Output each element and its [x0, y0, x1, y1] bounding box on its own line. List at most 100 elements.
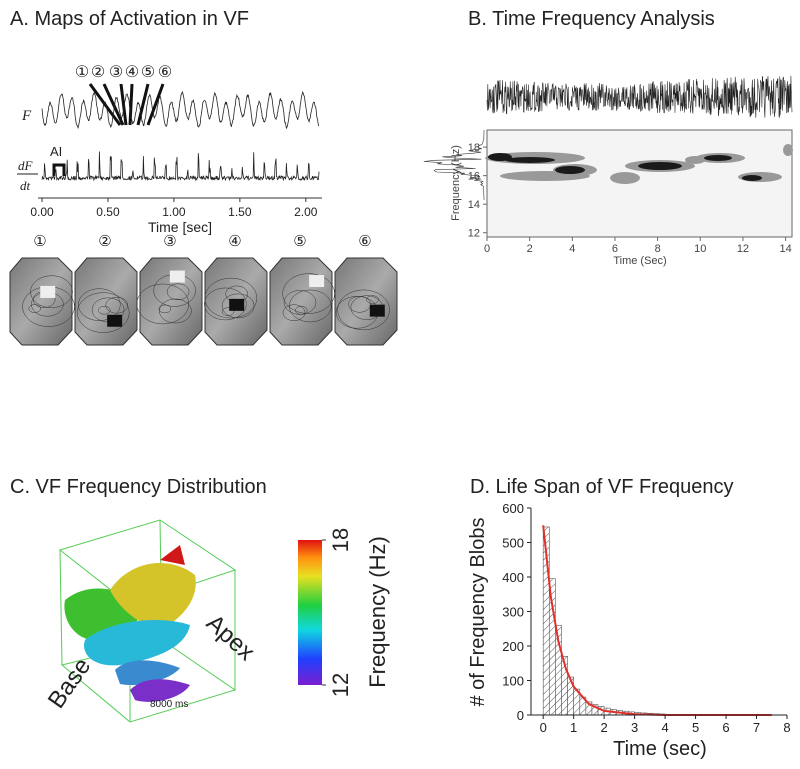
contour [28, 304, 41, 313]
x-tick-label: 8 [655, 243, 661, 255]
x-tick-label: 14 [779, 243, 791, 255]
signal-label: F [21, 108, 32, 124]
map-patch [229, 298, 245, 311]
contour [78, 288, 121, 321]
x-tick-label: 1.50 [228, 205, 252, 219]
y-tick-label: 500 [502, 536, 524, 551]
map-label: ② [98, 233, 111, 250]
x-tick-label: 0 [484, 243, 490, 255]
contour [159, 298, 192, 324]
contour [204, 287, 247, 321]
colorbar-label: Frequency (Hz) [365, 536, 390, 688]
y-axis-label: Frequency (Hz) [450, 145, 462, 221]
x-tick-label: 6 [722, 720, 729, 735]
contour [77, 292, 130, 333]
scale-label: 8000 ms [150, 699, 188, 710]
contour [221, 293, 255, 319]
x-tick-label: 3 [631, 720, 638, 735]
event-label: ③ [109, 64, 123, 81]
x-tick-label: 2.00 [294, 205, 318, 219]
signal-trace [41, 90, 319, 130]
y-tick-label: 0 [517, 708, 524, 723]
activation-map [334, 257, 398, 346]
activation-map [9, 257, 73, 346]
annotation: AI [50, 144, 62, 159]
y-tick-label: 100 [502, 674, 524, 689]
y-tick-label: 18 [468, 142, 480, 154]
x-tick-label: 0.50 [96, 205, 120, 219]
colorbar-tick-label: 12 [328, 673, 353, 697]
panel-title: A. Maps of Activation in VF [10, 8, 249, 30]
signal-label: dt [20, 178, 31, 193]
map-label: ⑤ [293, 233, 306, 250]
map-patch [369, 304, 385, 317]
x-tick-label: 4 [661, 720, 668, 735]
x-tick-label: 5 [692, 720, 699, 735]
histogram-bar [548, 578, 556, 716]
contour [289, 289, 332, 323]
ai-bracket [52, 163, 66, 176]
axis-label: Base [43, 653, 96, 713]
activation-map [269, 257, 333, 346]
axis-label: Apex [201, 609, 260, 666]
x-tick-label: 0 [540, 720, 547, 735]
x-axis-label: Time (sec) [613, 738, 707, 760]
map-patch [309, 275, 325, 288]
panel-title: C. VF Frequency Distribution [10, 476, 267, 498]
x-tick-label: 1.00 [162, 205, 186, 219]
signal-label: dF [18, 158, 34, 173]
contour [136, 283, 190, 325]
x-tick-label: 0.00 [30, 205, 54, 219]
ecg-trace [486, 75, 793, 118]
panel-title: D. Life Span of VF Frequency [470, 476, 733, 498]
contour [221, 307, 235, 316]
event-label: ② [91, 64, 105, 81]
x-tick-label: 12 [737, 243, 749, 255]
panel-title: B. Time Frequency Analysis [468, 8, 715, 30]
x-tick-label: 6 [612, 243, 618, 255]
event-label: ① [75, 64, 89, 81]
x-tick-label: 8 [783, 720, 790, 735]
contour [30, 275, 73, 308]
x-tick-label: 7 [753, 720, 760, 735]
arrows [88, 83, 165, 126]
x-tick-label: 2 [601, 720, 608, 735]
x-axis-label: Time [sec] [148, 219, 212, 235]
frequency-surfaces [64, 545, 196, 702]
y-tick-label: 16 [468, 171, 480, 183]
y-axis-label: # of Frequency Blobs [467, 518, 489, 707]
map-patch [40, 285, 56, 298]
contour [282, 304, 306, 321]
colorbar-tick-label: 18 [328, 528, 353, 552]
map-label: ① [33, 233, 46, 250]
y-tick-label: 600 [502, 501, 524, 516]
activation-maps: ① ② ③ ④ ⑤ ⑥ [9, 233, 398, 346]
spectrum-trace [423, 130, 485, 200]
map-patch [107, 314, 123, 327]
x-tick-label: 4 [569, 243, 575, 255]
spectrogram-cores [488, 153, 762, 181]
map-label: ③ [163, 233, 176, 250]
contour [166, 283, 190, 300]
map-label: ④ [228, 233, 241, 250]
event-label: ⑤ [141, 64, 155, 81]
y-tick-label: 12 [468, 228, 480, 240]
x-tick-label: 10 [694, 243, 706, 255]
event-label: ④ [125, 64, 139, 81]
y-tick-label: 200 [502, 639, 524, 654]
y-tick-label: 14 [468, 199, 480, 211]
contour [204, 277, 258, 319]
event-label: ⑥ [158, 64, 172, 81]
map-label: ⑥ [358, 233, 371, 250]
x-axis-label: Time (Sec) [613, 255, 666, 267]
contour [98, 305, 111, 315]
spectrogram-frame [486, 129, 793, 238]
y-tick-label: 400 [502, 570, 524, 585]
colorbar [298, 540, 322, 685]
x-tick-label: 1 [570, 720, 577, 735]
x-tick-label: 2 [527, 243, 533, 255]
y-tick-label: 300 [502, 605, 524, 620]
contour [283, 290, 317, 315]
fit-curve [542, 525, 772, 716]
